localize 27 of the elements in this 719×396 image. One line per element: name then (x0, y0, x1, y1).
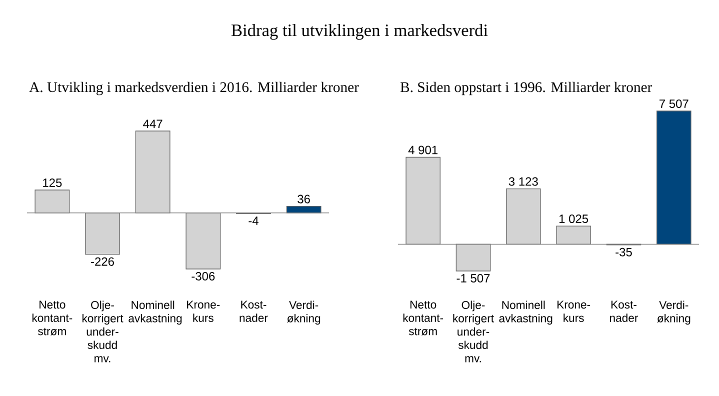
x-tick-label: Krone- kurs (187, 300, 220, 322)
data-label: -306 (192, 272, 215, 280)
x-tick-label: Kost- nader (240, 300, 268, 322)
data-label: 447 (143, 120, 162, 128)
chart-subtitle: A. Utvikling i markedsverdien i 2016. Milliarder kroner (29, 82, 359, 96)
data-label: -1 507 (456, 274, 490, 282)
x-tick-label: Nominell avkastning (128, 300, 182, 325)
x-tick-label: Olje- korrigert under- skudd mv. (82, 300, 124, 362)
data-label: 1 025 (559, 214, 588, 224)
chart-subtitle: B. Siden oppstart i 1996. Milliarder kroner (400, 82, 652, 96)
x-tick-label: Kost- nader (610, 300, 638, 322)
x-tick-label: Verdi- økning (657, 300, 690, 325)
x-tick-label: Krone- kurs (557, 300, 590, 322)
data-label: 7 507 (659, 99, 688, 108)
data-label: 125 (43, 178, 62, 188)
data-label: -226 (91, 257, 114, 266)
x-tick-label: Verdi- økning (287, 300, 320, 325)
x-tick-label: Netto kontant- strøm (32, 300, 72, 336)
data-label: 36 (298, 194, 310, 204)
data-label: 4 901 (408, 146, 438, 154)
data-label: 3 123 (508, 177, 538, 186)
data-label: -4 (248, 216, 258, 225)
x-tick-label: Nominell avkastning (499, 300, 552, 325)
chart-title: Bidrag til utviklingen i markedsverdi (231, 24, 488, 40)
data-label: -35 (616, 248, 632, 256)
x-tick-label: Netto kontant- strøm (403, 300, 444, 336)
x-tick-label: Olje- korrigert under- skudd mv. (453, 300, 494, 362)
